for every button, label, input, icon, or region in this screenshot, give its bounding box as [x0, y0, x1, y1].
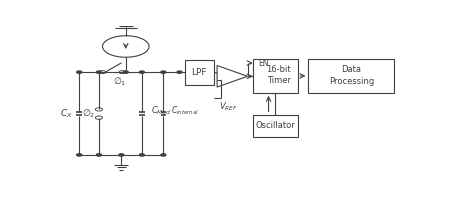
Text: $V_{REF}$: $V_{REF}$ [219, 100, 238, 113]
Text: $\emptyset_2$: $\emptyset_2$ [82, 107, 96, 120]
Text: 16-bit
Timer: 16-bit Timer [267, 65, 291, 85]
Circle shape [161, 71, 166, 73]
Text: Oscillator: Oscillator [255, 121, 295, 131]
Circle shape [97, 154, 102, 156]
Circle shape [140, 71, 145, 73]
Text: LPF: LPF [191, 68, 207, 77]
Circle shape [97, 71, 102, 73]
Circle shape [77, 71, 82, 73]
Text: $\emptyset_1$: $\emptyset_1$ [113, 76, 126, 88]
Bar [253, 115, 298, 137]
Bar [253, 59, 298, 93]
Text: $C_X$: $C_X$ [61, 107, 73, 120]
Text: $C_{internal}$: $C_{internal}$ [171, 105, 199, 117]
Text: $C_{Mod}$: $C_{Mod}$ [151, 105, 171, 117]
Circle shape [177, 71, 182, 73]
Bar [309, 59, 395, 93]
Text: EN: EN [258, 58, 269, 68]
Circle shape [123, 71, 128, 73]
Circle shape [140, 154, 145, 156]
Circle shape [161, 154, 166, 156]
Bar [185, 60, 213, 84]
Circle shape [77, 154, 82, 156]
Circle shape [119, 154, 124, 156]
Text: Data
Processing: Data Processing [329, 66, 374, 86]
